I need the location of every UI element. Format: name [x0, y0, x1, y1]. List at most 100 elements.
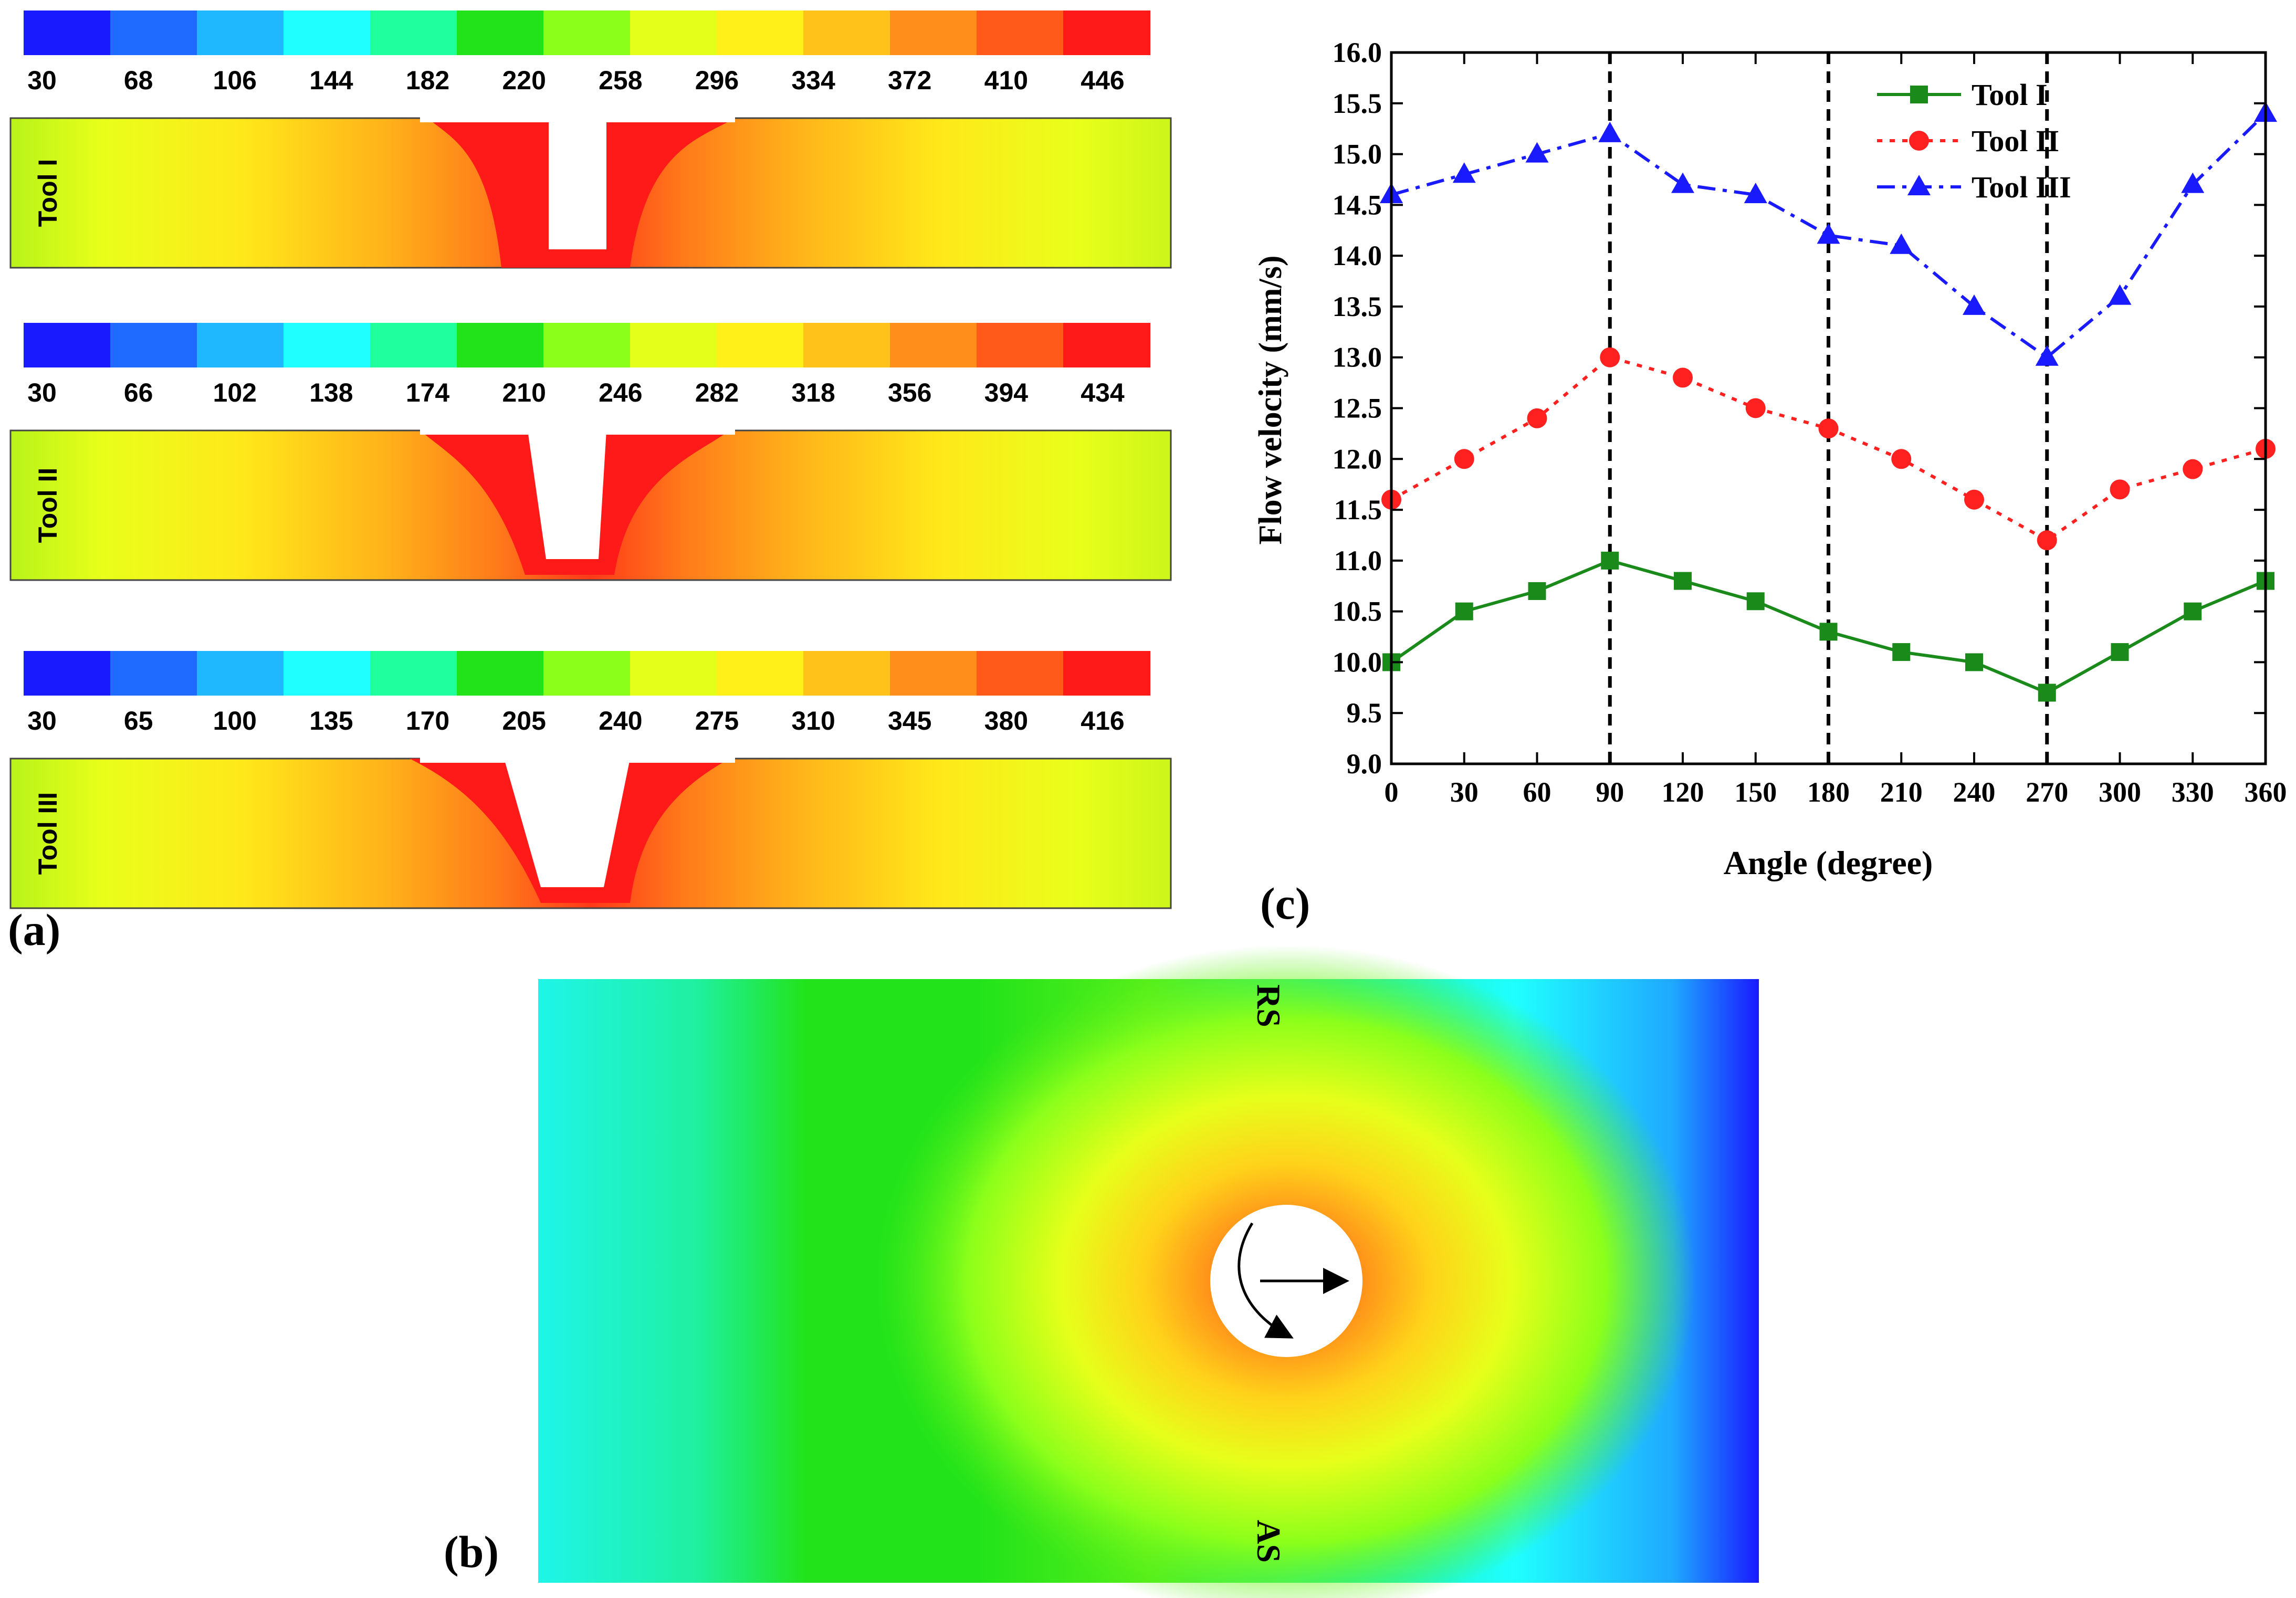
x-axis-label: Angle (degree): [1724, 844, 1933, 881]
legend-marker: [1910, 86, 1928, 103]
colorbar-tick-label: 210: [502, 378, 546, 407]
colorbar-tick-label: 30: [27, 66, 57, 95]
colorbar-tick-label: 30: [27, 706, 57, 735]
colorbar-segment: [370, 651, 457, 696]
y-tick-label: 9.0: [1347, 748, 1382, 780]
colorbar-segment: [717, 10, 804, 55]
colorbar-tick-label: 170: [406, 706, 449, 735]
colorbar-segment: [977, 651, 1064, 696]
colorbar-tick-label: 446: [1081, 66, 1124, 95]
colorbar-segment: [24, 651, 111, 696]
colorbar-tick-label: 135: [309, 706, 353, 735]
colorbar-segment: [110, 323, 197, 367]
x-tick-label: 330: [2172, 776, 2214, 808]
data-point: [1964, 489, 1984, 510]
colorbar-segment: [457, 10, 544, 55]
data-point: [1746, 592, 1765, 611]
colorbar-segment: [24, 10, 111, 55]
y-tick-label: 13.0: [1333, 342, 1382, 373]
tool-pin: [528, 430, 606, 559]
advancing-side-label: AS: [1250, 1520, 1287, 1563]
data-point: [1819, 623, 1838, 641]
x-tick-label: 30: [1450, 776, 1479, 808]
colorbar-segment: [197, 323, 284, 367]
colorbar-segment: [630, 323, 717, 367]
data-point: [1674, 572, 1692, 590]
colorbar-tick-label: 416: [1081, 706, 1124, 735]
colorbar-segment: [630, 651, 717, 696]
axes: 0 30 60 90 120 150 180 210 240 270 300 330 360 9.0 9.5…: [1333, 37, 2287, 808]
tool-pin: [504, 759, 630, 887]
y-tick-label: 14.5: [1333, 189, 1382, 220]
x-tick-label: 180: [1807, 776, 1850, 808]
colorbar-tick-label: 144: [309, 66, 353, 95]
colorbar-segment: [630, 10, 717, 55]
colorbar-segment: [284, 323, 371, 367]
colorbar-segment: [457, 651, 544, 696]
data-point: [1600, 347, 1620, 367]
colorbar-tick-label: 106: [213, 66, 257, 95]
x-tick-label: 150: [1734, 776, 1777, 808]
panel-b: RS AS: [538, 945, 1759, 1598]
tool-label: Tool I: [33, 159, 62, 227]
colorbar-segment: [370, 10, 457, 55]
colorbar-tick-label: 100: [213, 706, 257, 735]
colorbar-tick-label: 205: [502, 706, 546, 735]
y-tick-label: 10.5: [1333, 596, 1382, 627]
colorbar-tick-label: 296: [695, 66, 739, 95]
colorbar-segment: [890, 323, 977, 367]
colorbar-segment: [457, 323, 544, 367]
colorbar-segment: [890, 651, 977, 696]
data-point: [1745, 398, 1766, 418]
colorbar-segment: [803, 10, 890, 55]
colorbar-tick-label: 345: [888, 706, 931, 735]
colorbar-tick-label: 356: [888, 378, 931, 407]
colorbar-segment: [803, 323, 890, 367]
legend: Tool I Tool II Tool III: [1877, 78, 2071, 204]
legend-marker: [1909, 131, 1929, 151]
x-tick-label: 270: [2026, 776, 2068, 808]
panel-a: 30 68 106 144 182 220 258 296 334 372 410 446 Tool I…: [9, 10, 1172, 909]
data-point: [1817, 223, 1840, 244]
colorbar-tick-label: 66: [124, 378, 153, 407]
data-point: [1965, 653, 1983, 671]
colorbar-tick-label: 246: [599, 378, 642, 407]
y-tick-label: 12.0: [1333, 443, 1382, 475]
x-tick-label: 240: [1953, 776, 1996, 808]
data-point: [2035, 345, 2059, 366]
x-tick-label: 360: [2245, 776, 2287, 808]
y-tick-label: 15.0: [1333, 139, 1382, 170]
data-point: [1527, 408, 1547, 428]
data-point: [1455, 602, 1473, 621]
data-point: [1673, 367, 1693, 388]
y-tick-label: 12.5: [1333, 393, 1382, 424]
y-tick-label: 14.0: [1333, 240, 1382, 271]
panel-b-label: (b): [444, 1527, 499, 1577]
data-point: [1525, 142, 1549, 163]
data-point: [2181, 172, 2205, 193]
data-point: [2108, 284, 2132, 305]
y-axis-label: Flow velocity (mm/s): [1253, 256, 1288, 545]
retreating-side-label: RS: [1250, 984, 1287, 1027]
colorbar-tick-label: 394: [984, 378, 1029, 407]
colorbar-segment: [197, 10, 284, 55]
data-point: [1963, 294, 1986, 315]
colorbar-tick-label: 410: [984, 66, 1028, 95]
x-tick-label: 300: [2099, 776, 2141, 808]
colorbar-segment: [197, 651, 284, 696]
colorbar-tick-label: 65: [124, 706, 153, 735]
colorbar-tick-label: 68: [124, 66, 153, 95]
data-point: [2110, 479, 2130, 500]
colorbar-segment: [977, 323, 1064, 367]
x-tick-label: 0: [1385, 776, 1399, 808]
colorbar-segment: [1063, 323, 1150, 367]
data-point: [1818, 418, 1839, 439]
data-point: [1601, 551, 1619, 570]
colorbar-tick-label: 138: [309, 378, 353, 407]
y-tick-label: 13.5: [1333, 291, 1382, 322]
colorbar-segment: [284, 10, 371, 55]
legend-marker: [1907, 175, 1931, 195]
tool-pin: [549, 118, 606, 249]
colorbar-segment: [110, 651, 197, 696]
